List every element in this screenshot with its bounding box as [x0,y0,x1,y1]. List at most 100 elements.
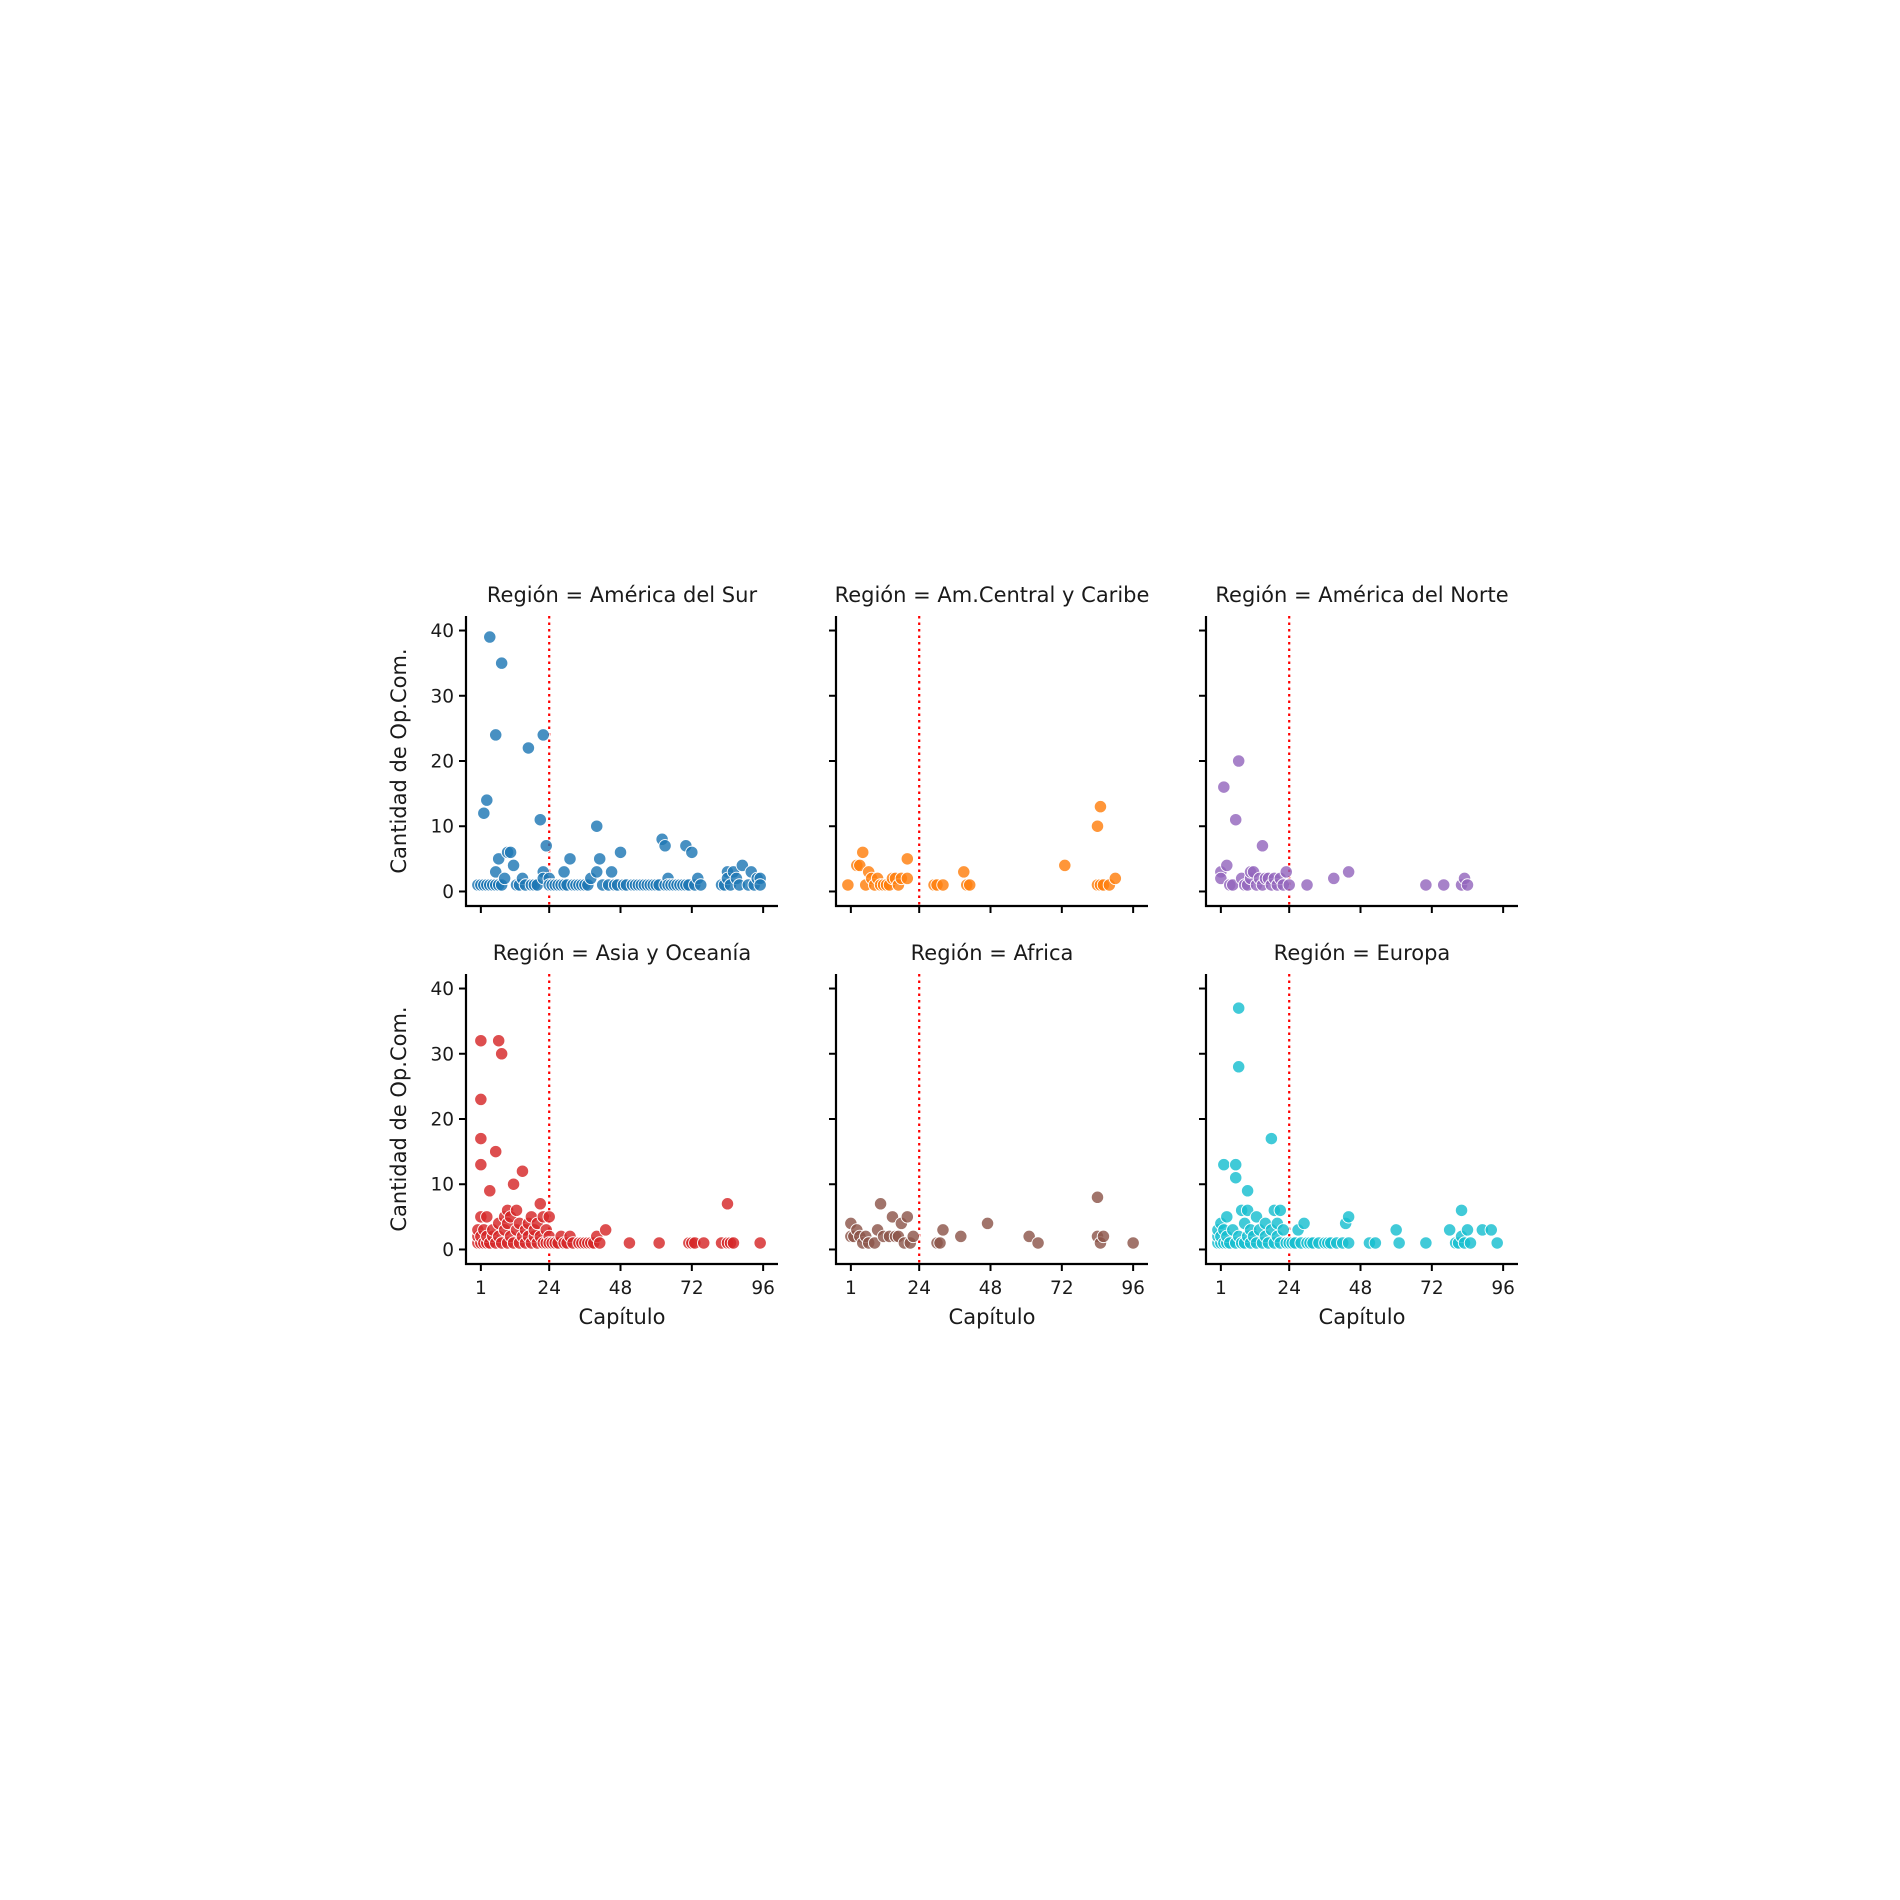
data-point [506,858,521,873]
x-tick-label: 24 [537,1278,561,1299]
y-tick-label: 10 [430,1175,454,1196]
data-point [480,793,494,807]
x-tick-label: 96 [1121,1278,1145,1299]
data-point [1229,1171,1243,1185]
data-point [1232,1001,1246,1015]
data-point [867,1236,882,1250]
data-point [536,728,550,742]
x-tick-label: 48 [609,1278,633,1299]
y-tick-label: 20 [430,752,454,773]
data-point [613,845,628,859]
data-point [1090,1190,1105,1204]
panel-title: Región = Am.Central y Caribe [835,583,1150,607]
data-point [1232,1060,1246,1074]
data-point [489,1144,503,1159]
data-point [1419,878,1433,892]
y-axis-label: Cantidad de Op.Com. [387,1006,411,1231]
data-point [1490,1236,1504,1250]
data-point [593,1236,607,1250]
data-point [1255,839,1270,853]
panel-title: Región = América del Sur [487,583,758,607]
data-point [753,1236,767,1250]
data-point [936,878,950,892]
y-axis-label: Cantidad de Op.Com. [387,648,411,873]
data-point [542,1210,556,1224]
data-point [1217,780,1231,794]
data-point [521,741,536,755]
data-point [1220,1210,1234,1224]
data-point [1327,871,1341,886]
data-point [1454,1203,1469,1217]
data-point [483,630,497,644]
data-point [735,858,749,873]
data-point [474,1092,488,1107]
data-point [604,865,619,879]
data-point [1214,871,1228,886]
data-point [1389,1223,1403,1237]
data-point [1126,1236,1140,1250]
data-point [1090,819,1105,833]
data-point [936,1223,950,1237]
data-point [841,878,855,892]
data-point [856,845,870,859]
data-point [1297,1216,1311,1231]
data-point [533,813,547,827]
data-point [492,1034,506,1048]
panel-title: Región = América del Norte [1215,583,1508,607]
data-point [1419,1236,1433,1250]
data-point [483,1184,497,1198]
data-point [1232,754,1246,768]
data-point [933,1236,947,1250]
data-point [1096,1229,1111,1244]
data-point [1392,1236,1406,1250]
data-point [900,852,914,866]
data-point [590,865,604,879]
data-point [1282,878,1296,892]
facet-panel: Región = Africa 1 24 48 72 96 Capítulo [829,941,1148,1329]
data-point [590,819,604,833]
x-tick-label: 1 [845,1278,857,1299]
data-point [980,1216,995,1231]
data-point [1264,1131,1279,1146]
data-point [539,839,553,853]
panel-title: Región = Europa [1274,941,1451,965]
data-point [853,858,867,873]
data-point [1341,1236,1356,1250]
data-point [557,865,571,879]
data-point [658,839,672,853]
panel-title: Región = Africa [911,941,1074,965]
data-point [906,1229,920,1244]
y-tick-label: 40 [430,621,454,642]
data-point [1108,871,1122,886]
data-point [503,845,518,859]
data-point [694,878,708,892]
data-point [1093,800,1108,814]
data-point [474,1034,488,1048]
data-point [593,852,607,866]
x-tick-label: 96 [751,1278,775,1299]
data-point [685,845,699,859]
data-point [963,878,977,892]
x-axis-label: Capítulo [1319,1305,1406,1329]
y-tick-label: 30 [430,1044,454,1065]
data-point [954,1229,968,1244]
data-point [497,871,512,886]
data-point [1443,1223,1457,1237]
data-point [1484,1223,1498,1237]
x-tick-label: 72 [1420,1278,1444,1299]
data-point [1240,1203,1255,1217]
data-point [1300,878,1314,892]
panel-title: Región = Asia y Oceanía [493,941,752,965]
x-tick-label: 1 [475,1278,487,1299]
data-point [652,1236,666,1250]
data-point [1031,1236,1045,1250]
x-tick-label: 1 [1215,1278,1227,1299]
y-tick-label: 20 [430,1110,454,1131]
data-point [563,852,577,866]
data-point [474,1131,488,1146]
data-point [622,1236,637,1250]
data-point [1273,1203,1287,1217]
data-point [1463,1236,1478,1250]
data-point [492,852,506,866]
